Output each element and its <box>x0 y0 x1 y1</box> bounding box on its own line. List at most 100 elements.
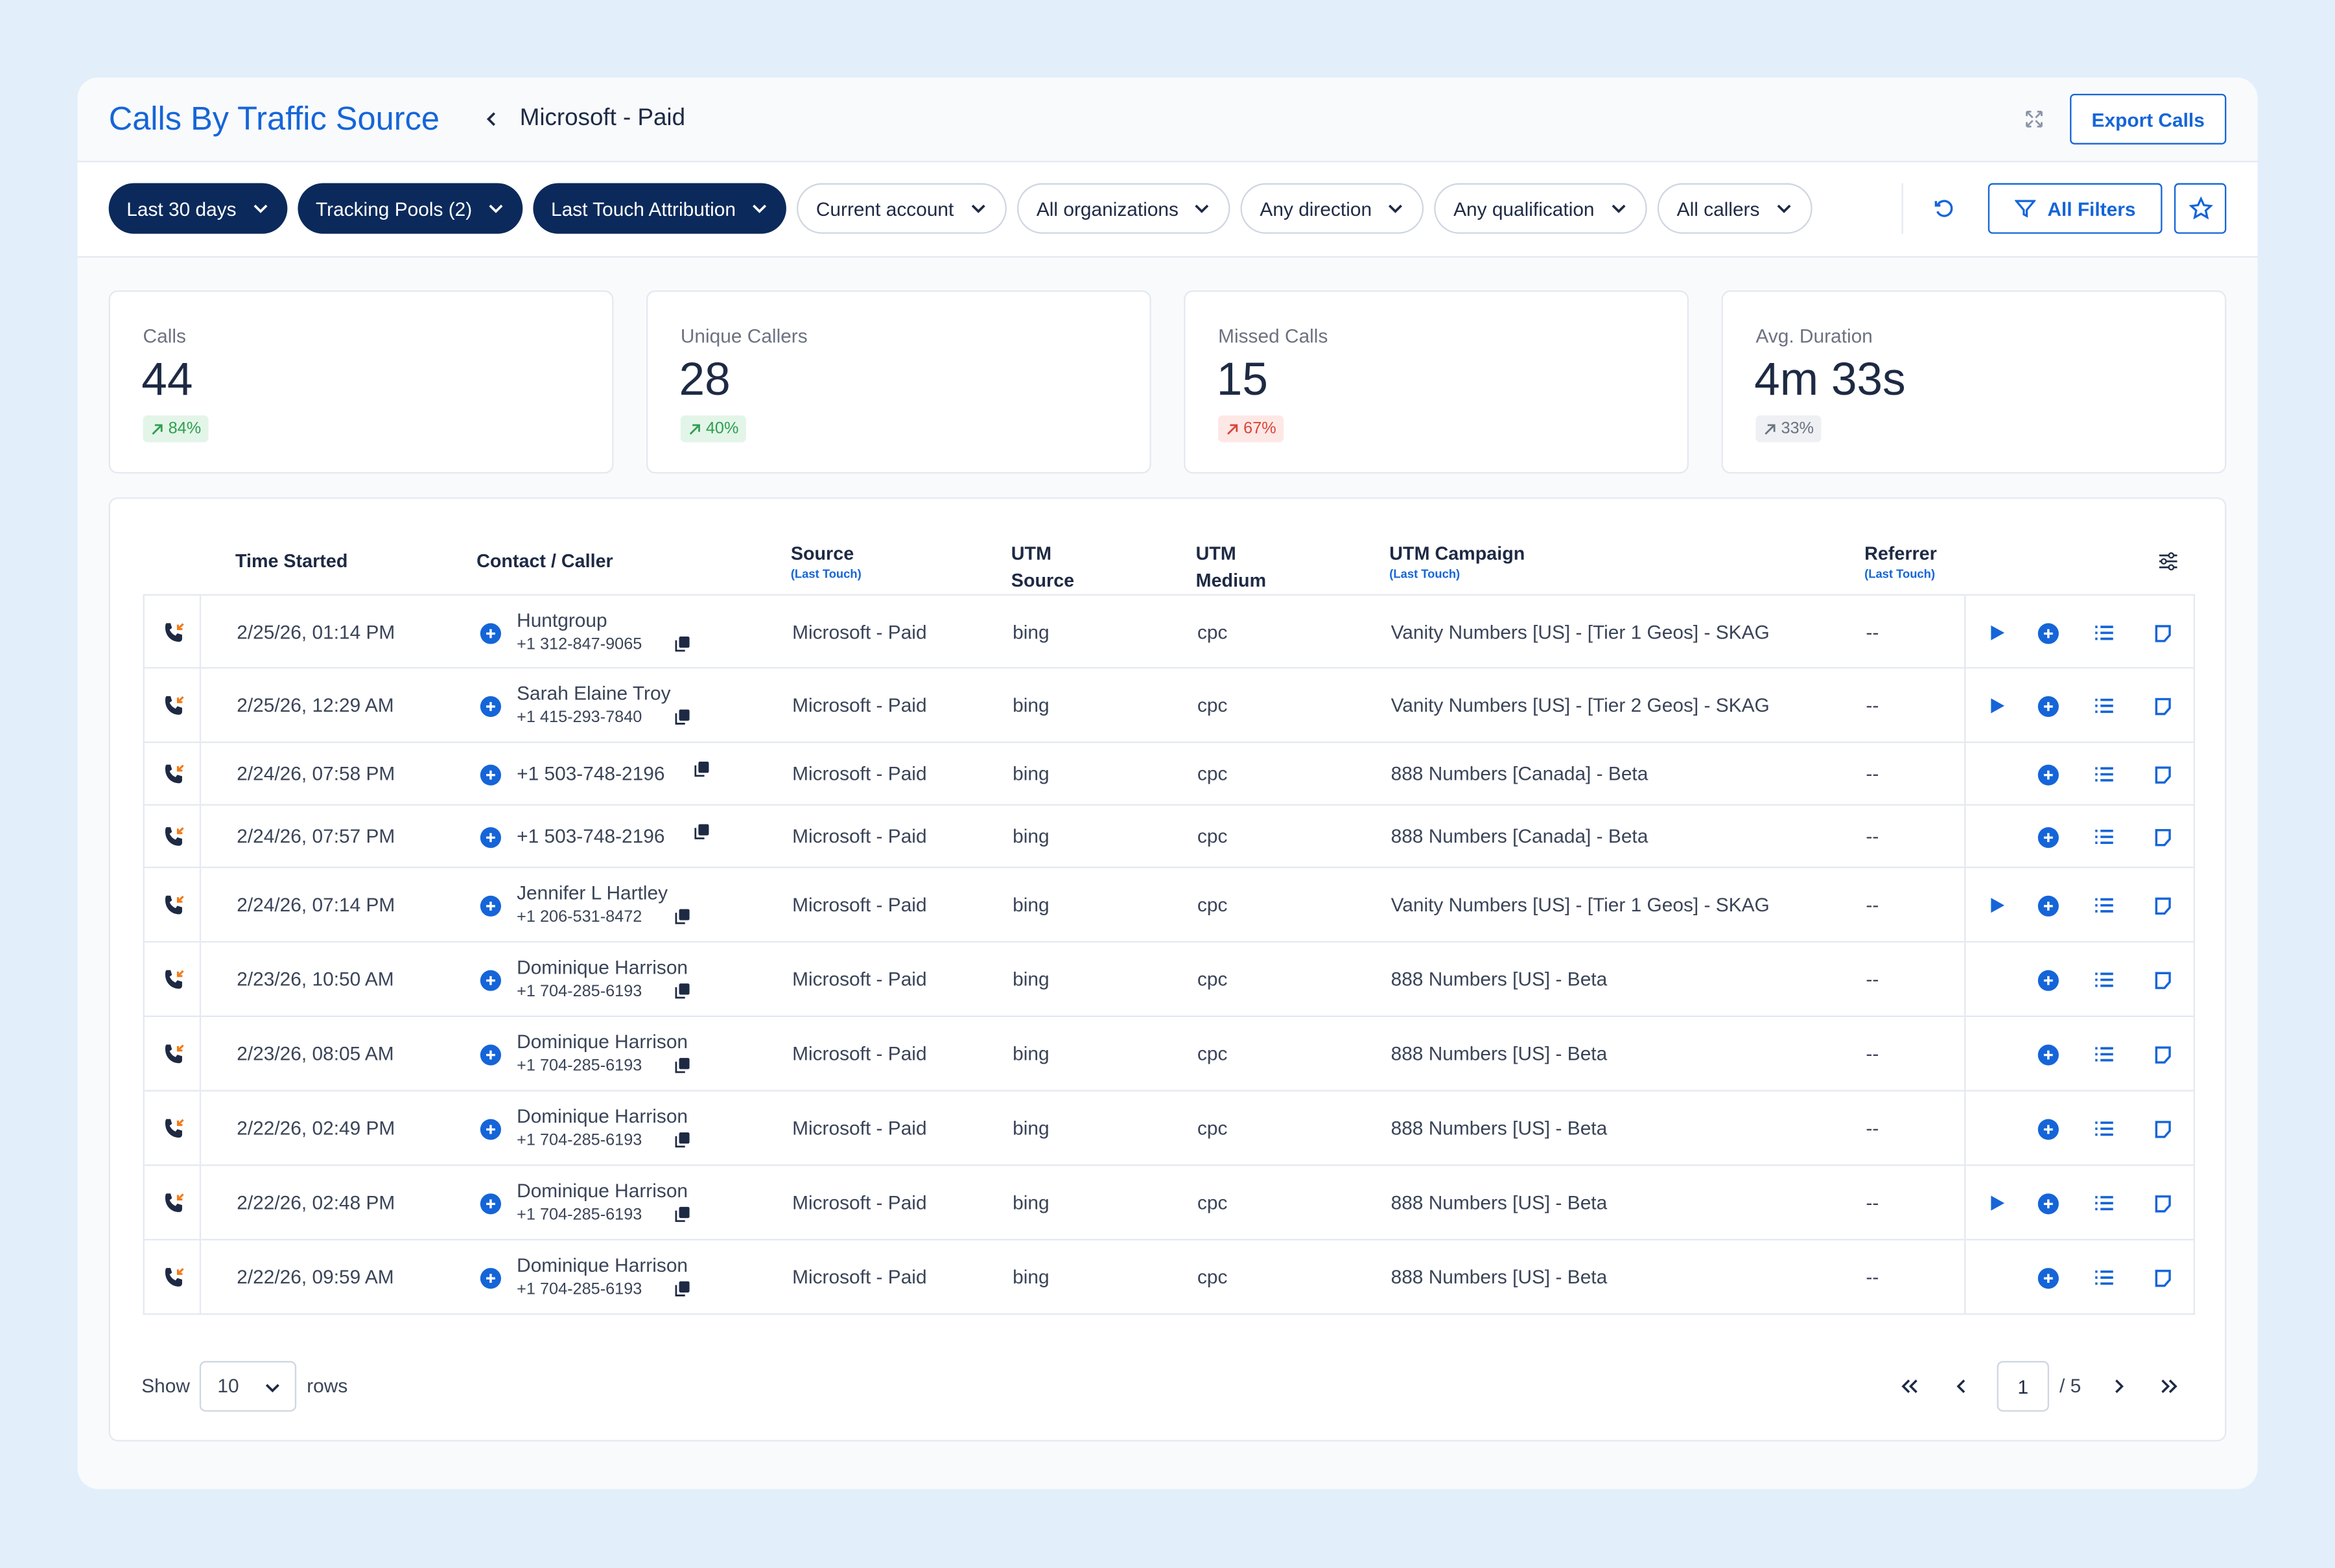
add-action[interactable] <box>2037 696 2059 718</box>
note[interactable] <box>2153 1046 2173 1065</box>
add-action[interactable] <box>2037 895 2059 917</box>
time: 2/23/26, 10:50 AM <box>237 968 394 990</box>
add-contact-svg <box>480 895 502 917</box>
add-contact[interactable] <box>480 696 502 718</box>
first-page-svg <box>1901 1379 1918 1394</box>
filter-label: All organizations <box>1036 197 1179 220</box>
add-contact[interactable] <box>480 764 502 786</box>
details[interactable] <box>2094 828 2115 846</box>
copy-phone[interactable] <box>675 1281 691 1297</box>
filter-pill[interactable]: All callers <box>1657 183 1812 234</box>
filter-pill[interactable]: Any direction <box>1240 183 1424 234</box>
table-card: Time Started Contact / Caller Source (Last … <box>108 497 2227 1442</box>
filter-pill[interactable]: Current account <box>797 183 1006 234</box>
copy-phone[interactable] <box>675 708 691 725</box>
details[interactable] <box>2094 624 2115 642</box>
add-action[interactable] <box>2037 622 2059 644</box>
note[interactable] <box>2153 896 2173 916</box>
stat-card: Calls 44 84% <box>108 290 614 474</box>
add-contact[interactable] <box>480 1044 502 1066</box>
back-button[interactable] <box>482 110 500 128</box>
add-contact[interactable] <box>480 1267 502 1289</box>
details[interactable] <box>2094 766 2115 784</box>
cell-divider <box>1964 1091 1966 1165</box>
column-label: UTM Medium <box>1195 543 1267 591</box>
next-page[interactable] <box>2110 1377 2128 1396</box>
copy-phone[interactable] <box>675 908 691 924</box>
copy-phone[interactable] <box>675 1206 691 1223</box>
campaign: Vanity Numbers [US] - [Tier 1 Geos] - SK… <box>1390 893 1770 916</box>
play-recording[interactable] <box>1988 896 2006 915</box>
contact-phone: +1 704-285-6193 <box>517 1206 642 1224</box>
add-action[interactable] <box>2037 969 2059 991</box>
copy-phone[interactable] <box>675 636 691 652</box>
note[interactable] <box>2153 624 2173 644</box>
details[interactable] <box>2094 1046 2115 1064</box>
favorite-button[interactable] <box>2174 183 2227 234</box>
source: Microsoft - Paid <box>792 1191 927 1214</box>
add-action[interactable] <box>2037 1118 2059 1140</box>
copy-phone[interactable] <box>675 1132 691 1148</box>
filter-pill[interactable]: Last Touch Attribution <box>533 183 787 234</box>
play-recording[interactable] <box>1988 697 2006 715</box>
add-action[interactable] <box>2037 764 2059 786</box>
prev-page[interactable] <box>1953 1377 1971 1396</box>
note[interactable] <box>2153 1119 2173 1139</box>
first-page[interactable] <box>1899 1377 1919 1396</box>
note[interactable] <box>2153 697 2173 716</box>
copy-phone[interactable] <box>694 761 710 777</box>
filter-pill[interactable]: Last 30 days <box>108 183 287 234</box>
add-contact[interactable] <box>480 1118 502 1140</box>
export-button[interactable]: Export Calls <box>2070 93 2227 145</box>
details[interactable] <box>2094 971 2115 989</box>
utm-medium: cpc <box>1197 825 1228 848</box>
filter-pill[interactable]: Any qualification <box>1434 183 1647 234</box>
note[interactable] <box>2153 766 2173 785</box>
utm-medium: cpc <box>1197 1191 1228 1214</box>
table-row: 2/22/26, 09:59 AM Dominique Harrison +1 70… <box>143 1240 2196 1315</box>
play-recording[interactable] <box>1988 624 2006 642</box>
phone: +1 503-748-2196 <box>517 762 665 785</box>
filter-pill[interactable]: All organizations <box>1016 183 1231 234</box>
add-contact[interactable] <box>480 622 502 644</box>
utm-medium: cpc <box>1197 1116 1228 1140</box>
call-icon <box>162 1042 186 1066</box>
rows-select[interactable]: 10 <box>199 1361 297 1412</box>
reset-button[interactable] <box>1933 198 1954 219</box>
note[interactable] <box>2153 1269 2173 1288</box>
details[interactable] <box>2094 1269 2115 1287</box>
copy-phone[interactable] <box>675 1057 691 1073</box>
stat-card: Missed Calls 15 67% <box>1184 290 1689 474</box>
add-contact[interactable] <box>480 826 502 848</box>
note[interactable] <box>2153 1194 2173 1213</box>
note[interactable] <box>2153 828 2173 847</box>
add-contact[interactable] <box>480 969 502 991</box>
all-filters-button[interactable]: All Filters <box>1988 183 2163 234</box>
note[interactable] <box>2153 971 2173 990</box>
add-contact[interactable] <box>480 895 502 917</box>
trend-arrow <box>150 422 164 436</box>
details[interactable] <box>2094 1119 2115 1138</box>
page-input[interactable]: 1 <box>1997 1361 2049 1412</box>
add-action[interactable] <box>2037 1267 2059 1289</box>
add-action-svg <box>2037 623 2059 644</box>
chevron <box>751 200 769 218</box>
filter-pill[interactable]: Tracking Pools (2) <box>298 183 523 234</box>
play-recording[interactable] <box>1988 1194 2006 1212</box>
stat-card: Unique Callers 28 40% <box>646 290 1151 474</box>
details[interactable] <box>2094 896 2115 915</box>
add-action[interactable] <box>2037 1193 2059 1215</box>
details[interactable] <box>2094 1194 2115 1212</box>
call-icon <box>162 893 186 917</box>
add-contact[interactable] <box>480 1193 502 1215</box>
call-icon-svg <box>165 1268 184 1287</box>
trend-arrow <box>1763 422 1777 436</box>
last-page[interactable] <box>2159 1377 2180 1396</box>
details[interactable] <box>2094 697 2115 715</box>
add-action[interactable] <box>2037 1044 2059 1066</box>
copy-phone[interactable] <box>675 983 691 999</box>
copy-phone[interactable] <box>694 823 710 839</box>
expand-button[interactable] <box>2025 110 2043 128</box>
column-settings[interactable] <box>2158 551 2179 572</box>
add-action[interactable] <box>2037 826 2059 848</box>
